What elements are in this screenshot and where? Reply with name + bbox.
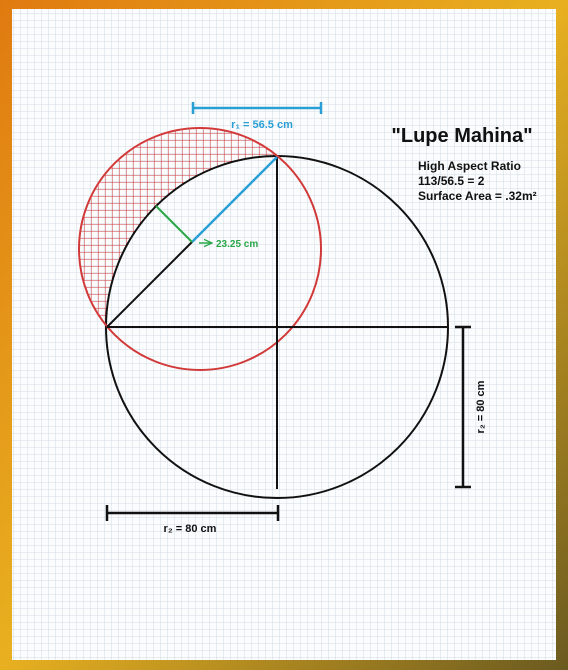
note: 113/56.5 = 2: [418, 174, 485, 188]
small-circle: [78, 127, 322, 371]
radius-1-scale: [191, 102, 323, 114]
radius-1-line: [191, 156, 278, 243]
radius-2-horizontal-scale: [105, 505, 280, 521]
perpendicular: [155, 205, 193, 243]
perpendicular-label: 23.25 cm: [216, 239, 258, 250]
radius-2-vertical-scale: [455, 325, 471, 489]
radius-2-vertical-label: r₂ = 80 cm: [475, 380, 487, 433]
radius-1-label: r₁ = 56.5 cm: [231, 119, 293, 131]
title: "Lupe Mahina": [391, 125, 532, 147]
note: High Aspect Ratio: [418, 159, 521, 173]
chord-half: [106, 241, 193, 328]
note: Surface Area = .32m²: [418, 189, 537, 203]
radius-2-horizontal-label: r₂ = 80 cm: [164, 523, 217, 535]
hatched-lune: [70, 120, 330, 380]
